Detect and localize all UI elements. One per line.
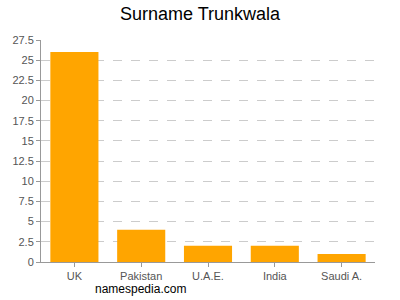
svg-text:5: 5: [28, 215, 34, 227]
svg-text:UK: UK: [67, 270, 83, 282]
svg-text:Saudi A.: Saudi A.: [321, 270, 362, 282]
svg-text:10: 10: [22, 175, 34, 187]
svg-text:2.5: 2.5: [19, 236, 34, 248]
svg-text:namespedia.com: namespedia.com: [95, 282, 186, 296]
svg-text:15: 15: [22, 135, 34, 147]
svg-text:25: 25: [22, 54, 34, 66]
svg-text:India: India: [263, 270, 288, 282]
svg-text:20: 20: [22, 94, 34, 106]
svg-text:7.5: 7.5: [19, 195, 34, 207]
svg-text:Pakistan: Pakistan: [120, 270, 162, 282]
svg-text:0: 0: [28, 256, 34, 268]
svg-text:Surname Trunkwala: Surname Trunkwala: [120, 4, 281, 24]
svg-text:22.5: 22.5: [12, 74, 33, 86]
svg-text:17.5: 17.5: [12, 115, 33, 127]
svg-text:12.5: 12.5: [12, 155, 33, 167]
svg-text:27.5: 27.5: [12, 34, 33, 46]
svg-text:U.A.E.: U.A.E.: [192, 270, 224, 282]
